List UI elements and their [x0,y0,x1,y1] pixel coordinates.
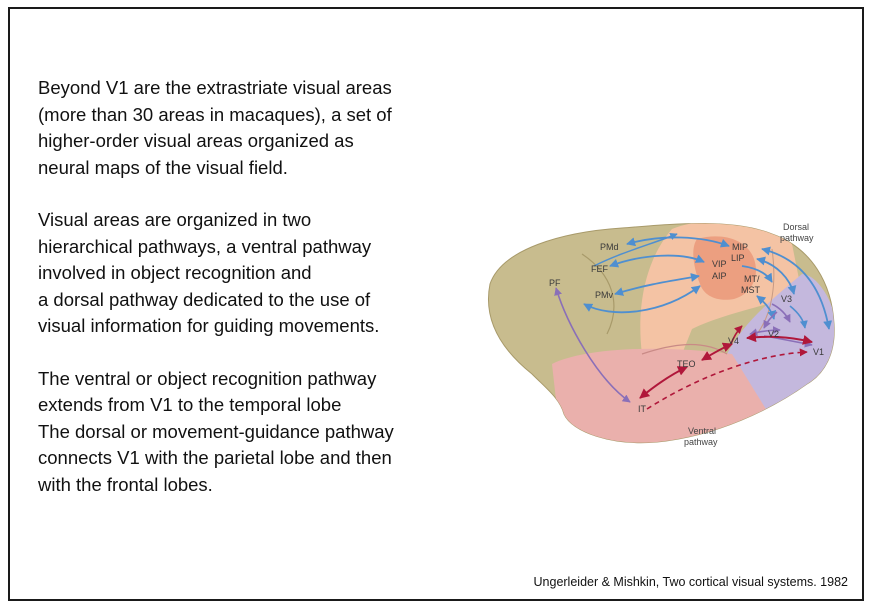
area-label-mst: MST [741,285,761,295]
brain-pathways-figure: Dorsal pathway Ventral pathway PMd FEF [488,222,835,447]
text-line: hierarchical pathways, a ventral pathway [38,235,372,257]
text-line: with the frontal lobes. [38,473,213,495]
area-label-fef: FEF [591,264,609,274]
dorsal-arrow [741,265,773,283]
text-line: Beyond V1 are the extrastriate visual ar… [38,77,392,98]
dorsal-arrow [593,233,678,267]
text-line: connects V1 with the parietal lobe and t… [38,447,392,468]
area-label-v1: V1 [813,347,824,357]
area-label-mip: MIP [732,242,748,252]
dorsal-pathway-label: pathway [780,233,814,243]
dorsal-arrow [789,305,808,329]
area-label-vip: VIP [712,259,727,269]
area-label-v3: V3 [781,294,792,304]
ventral-arrow [639,366,688,399]
dorsal-arrow [626,236,730,248]
dorsal-arrow [756,295,777,320]
area-label-aip: AIP [712,271,727,281]
paragraph-extrastriate: Beyond V1 are the extrastriate visual ar… [38,75,458,181]
text-line: (more than 30 areas in macaques), a set … [38,103,392,125]
area-label-pmd: PMd [600,242,619,252]
text-line: visual information for guiding movements… [38,315,380,336]
paragraph-ventral-dorsal: The ventral or object recognition pathwa… [38,366,458,499]
text-line: Visual areas are organized in two [38,209,312,230]
text-line: The ventral or object recognition pathwa… [38,367,377,389]
dorsal-pathway-label: Dorsal [783,222,809,232]
ventral-arrow [729,325,743,347]
citation: Ungerleider & Mishkin, Two cortical visu… [533,575,848,589]
ventral-pathway-label: Ventral [688,426,716,436]
area-label-it: IT [638,404,647,414]
slide: Beyond V1 are the extrastriate visual ar… [8,7,864,601]
ventral-pathway-label: pathway [684,437,718,447]
pf-it-arrow [554,287,631,403]
ventral-arrow [746,332,813,345]
text-line: extends from V1 to the temporal lobe [38,394,342,415]
paragraph-pathways: Visual areas are organized in two hierar… [38,207,458,340]
area-label-mt: MT/ [744,274,760,284]
text-line: The dorsal or movement-guidance pathway [38,420,394,442]
ventral-dashed-arrow [646,348,808,410]
dorsal-arrow [756,256,797,295]
dorsal-arrow [761,246,833,330]
area-label-pf: PF [549,278,561,288]
parietal-core-region [693,236,756,300]
area-label-v2: V2 [768,329,779,339]
text-line: neural maps of the visual field. [38,156,288,178]
area-label-pmv: PMv [595,290,614,300]
occipital-arrow [771,303,791,323]
area-label-v4: V4 [728,336,739,346]
ventral-arrow [701,342,733,361]
body-text: Beyond V1 are the extrastriate visual ar… [38,75,458,524]
text-line: involved in object recognition and [38,262,312,283]
area-label-lip: LIP [731,253,745,263]
dorsal-arrow [609,254,705,268]
text-line: a dorsal pathway dedicated to the use of [38,288,371,310]
text-line: higher-order visual areas organized as [38,130,354,151]
area-label-teo: TEO [677,359,696,369]
